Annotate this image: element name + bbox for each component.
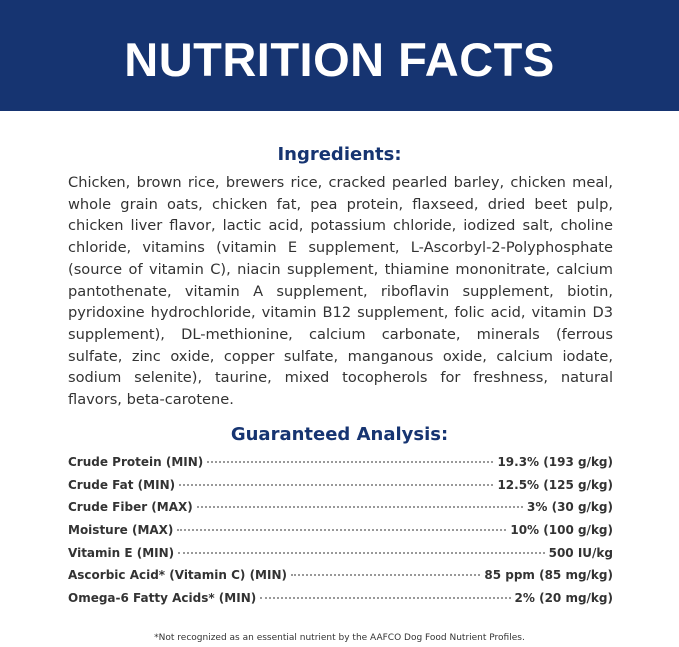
dot-leader bbox=[179, 483, 494, 486]
nutrient-label: Crude Protein (MIN) bbox=[68, 455, 204, 469]
analysis-row: Vitamin E (MIN) 500 IU/kg bbox=[68, 546, 613, 569]
nutrient-value: 85 ppm (85 mg/kg) bbox=[484, 568, 613, 583]
ingredients-text: Chicken, brown rice, brewers rice, crack… bbox=[68, 174, 613, 409]
ingredients-heading: Ingredients: bbox=[277, 144, 402, 165]
dot-leader bbox=[178, 551, 545, 554]
analysis-row: Crude Fiber (MAX) 3% (30 g/kg) bbox=[68, 500, 613, 523]
nutrient-value: 2% (20 mg/kg) bbox=[514, 591, 613, 606]
analysis-row: Moisture (MAX) 10% (100 g/kg) bbox=[68, 523, 613, 546]
footnote: *Not recognized as an essential nutrient… bbox=[154, 633, 525, 643]
nutrient-value: 500 IU/kg bbox=[548, 545, 613, 560]
dot-leader bbox=[196, 506, 524, 509]
dot-leader bbox=[207, 461, 494, 463]
nutrient-value: 12.5% (125 g/kg) bbox=[497, 477, 613, 492]
nutrient-label: Ascorbic Acid* (Vitamin C) (MIN) bbox=[68, 568, 287, 583]
nutrient-value: 19.3% (193 g/kg) bbox=[497, 455, 613, 469]
nutrient-label: Moisture (MAX) bbox=[68, 523, 174, 538]
dot-leader bbox=[260, 597, 511, 600]
analysis-row: Crude Protein (MIN) 19.3% (193 g/kg) bbox=[68, 455, 613, 478]
nutrient-label: Crude Fat (MIN) bbox=[68, 477, 176, 492]
dot-leader bbox=[291, 574, 481, 577]
nutrient-label: Omega-6 Fatty Acids* (MIN) bbox=[68, 591, 257, 606]
analysis-table: Crude Protein (MIN) 19.3% (193 g/kg) Crude… bbox=[68, 455, 613, 614]
analysis-row: Crude Fat (MIN) 12.5% (125 g/kg) bbox=[68, 478, 613, 501]
analysis-row: Omega-6 Fatty Acids* (MIN) 2% (20 mg/kg) bbox=[68, 591, 613, 614]
header-band: NUTRITION FACTS bbox=[0, 0, 679, 111]
nutrient-value: 10% (100 g/kg) bbox=[510, 523, 613, 538]
nutrient-label: Crude Fiber (MAX) bbox=[68, 500, 193, 515]
analysis-heading: Guaranteed Analysis: bbox=[230, 424, 449, 445]
dot-leader bbox=[177, 529, 507, 532]
nutrient-value: 3% (30 g/kg) bbox=[527, 500, 613, 515]
analysis-row: Ascorbic Acid* (Vitamin C) (MIN) 85 ppm (… bbox=[68, 568, 613, 591]
title: NUTRITION FACTS bbox=[124, 33, 555, 86]
nutrient-label: Vitamin E (MIN) bbox=[68, 545, 175, 560]
